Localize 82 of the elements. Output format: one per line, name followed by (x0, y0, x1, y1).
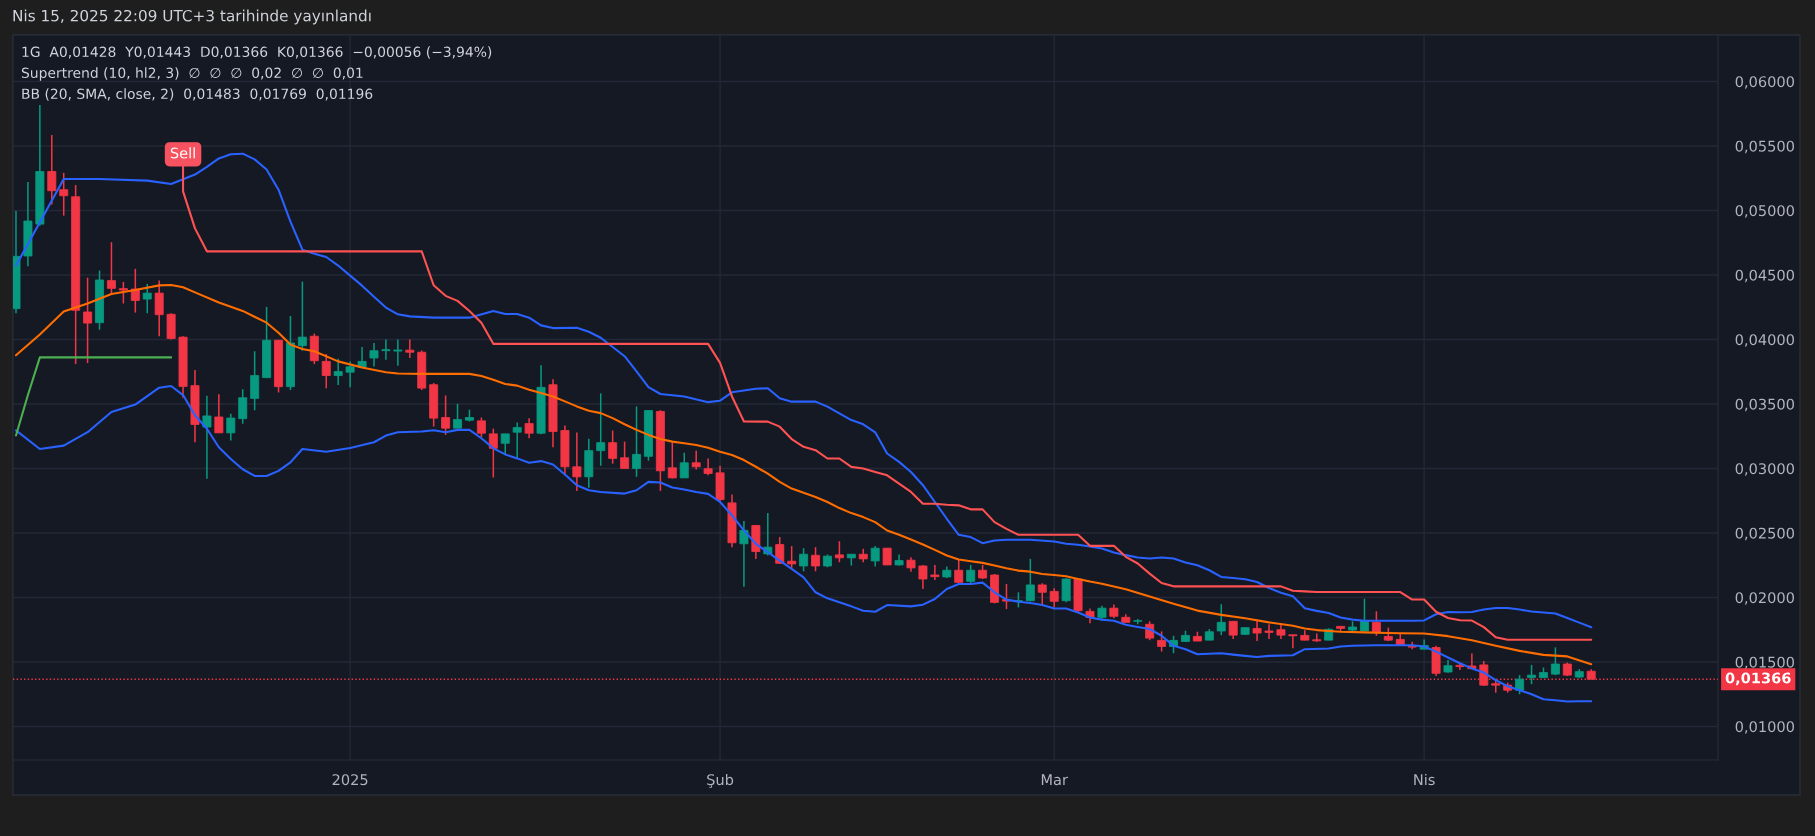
candlestick (1527, 664, 1537, 685)
y-tick-label: 0,02000 (1735, 592, 1794, 605)
y-tick-label: 0,01500 (1735, 656, 1794, 670)
candlestick (1025, 558, 1035, 603)
candlestick (130, 268, 140, 314)
annotation: 1G A0,01428 Y0,01443 D0,01366 K0,01366 −0,00056 (−3,94%) (22, 46, 492, 59)
candlestick (381, 338, 391, 361)
candlestick (405, 338, 415, 359)
y-tick-label: 0,03500 (1735, 398, 1794, 412)
candlestick (834, 540, 844, 564)
x-tick-label: Mar (1041, 774, 1068, 786)
candlestick (954, 559, 964, 584)
annotation: BB (20, SMA, close, 2) 0,01483 0,01769 0,01196 (22, 88, 373, 101)
candlestick (596, 392, 606, 467)
candlestick (1288, 633, 1298, 649)
candlestick (524, 417, 534, 440)
candlestick (47, 134, 57, 206)
candlestick (393, 338, 403, 367)
y-tick-label: 0,05000 (1735, 205, 1794, 218)
candlestick (202, 395, 212, 480)
candlestick (787, 545, 797, 569)
candlestick (1037, 582, 1047, 607)
candlestick (1157, 630, 1167, 653)
candlestick (966, 564, 976, 586)
candlestick (1371, 610, 1381, 637)
candlestick (775, 536, 785, 565)
x-tick-label: Şub (707, 773, 734, 788)
annotation: Sell (170, 147, 195, 159)
y-tick-label: 0,02500 (1735, 527, 1794, 541)
candlestick (118, 281, 128, 305)
candlestick (59, 172, 69, 217)
y-tick-label: 0,04500 (1735, 269, 1794, 283)
candlestick (250, 350, 260, 412)
y-tick-label: 0,06000 (1735, 76, 1794, 89)
candlestick (620, 440, 630, 470)
y-tick-label: 0,04000 (1735, 334, 1794, 347)
candlestick (930, 564, 940, 581)
candlestick (667, 441, 677, 480)
annotation: Supertrend (10, hl2, 3) ∅ ∅ ∅ 0,02 ∅ ∅ 0,01 (21, 67, 363, 81)
candlestick (1216, 603, 1226, 636)
line-series (182, 190, 1593, 641)
candlestick (1061, 577, 1071, 604)
candlestick (321, 353, 331, 390)
candlestick (345, 360, 355, 389)
ref-line-label: 0,01366 (1725, 672, 1791, 686)
candlestick (739, 520, 749, 588)
candlestick (142, 283, 152, 315)
candlestick (106, 241, 116, 295)
candlestick (1550, 646, 1560, 676)
candlestick (572, 431, 582, 492)
y-tick-label: 0,03000 (1735, 463, 1794, 476)
candlestick (799, 547, 809, 573)
candlestick (512, 421, 522, 460)
candlestick (369, 342, 379, 368)
candlestick (811, 546, 821, 573)
candlestick (608, 429, 618, 465)
y-tick-label: 0,05500 (1735, 140, 1794, 154)
candlestick (870, 545, 880, 568)
candlestick (476, 416, 486, 438)
candlestick (333, 358, 343, 386)
candlestick (214, 393, 224, 434)
candlestick (632, 405, 641, 478)
candlestick (488, 427, 498, 479)
candlestick (238, 388, 248, 425)
candlestick (83, 276, 93, 364)
candlestick (154, 279, 164, 337)
x-tick-label: Nis (1414, 773, 1435, 786)
candlestick (1252, 618, 1262, 642)
chart-title: Nis 15, 2025 22:09 UTC+3 tarihinde yayınlandı (13, 9, 371, 25)
y-tick-label: 0,01000 (1735, 721, 1794, 734)
line-series (14, 384, 1593, 703)
candlestick (297, 280, 307, 352)
candlestick (226, 412, 236, 442)
candlestick (691, 449, 701, 471)
line-series (14, 283, 1593, 666)
x-tick-label: 2025 (332, 774, 368, 786)
candlestick (453, 403, 462, 429)
candlestick (1515, 674, 1525, 695)
candlestick (1049, 587, 1059, 609)
candlestick (1264, 623, 1274, 640)
candlestick (441, 394, 451, 436)
candlestick (679, 451, 689, 479)
